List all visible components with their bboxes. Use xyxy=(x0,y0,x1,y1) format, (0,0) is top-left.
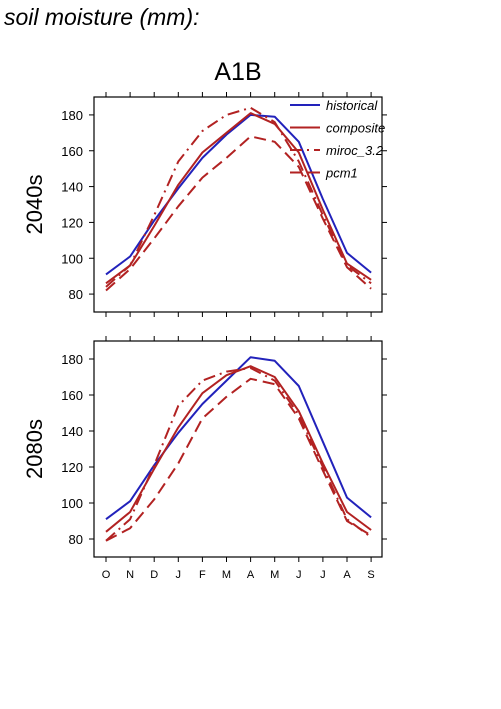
panel-label: 2080s xyxy=(22,419,47,479)
panel-2040s: 80 100 120 140 160 180 2040s xyxy=(22,92,387,317)
series-line-composite xyxy=(105,365,372,533)
x-tick-label: M xyxy=(270,569,279,581)
x-tick-label: J xyxy=(296,569,302,581)
y-tick-label: 120 xyxy=(61,460,83,475)
series-line-pcm1 xyxy=(105,135,372,292)
y-tick-label: 180 xyxy=(61,352,83,367)
series-line-miroc-3-2 xyxy=(105,367,372,542)
y-tick-label: 80 xyxy=(69,287,83,302)
legend: historical composite miroc_3.2 pcm1 xyxy=(290,98,385,181)
series-line-miroc-3-2 xyxy=(105,106,372,288)
x-tick-label: N xyxy=(126,569,134,581)
x-tick-label: O xyxy=(102,569,111,581)
legend-label: composite xyxy=(326,121,385,136)
panel-2080s: 80 100 120 140 160 180 O N D J F M A M J J A S 2080s xyxy=(22,336,387,581)
y-tick-label: 160 xyxy=(61,144,83,159)
x-tick-label: D xyxy=(150,569,158,581)
y-tick-label: 100 xyxy=(61,251,83,266)
y-tick-label: 160 xyxy=(61,388,83,403)
x-tick-label: M xyxy=(222,569,231,581)
x-tick-label: S xyxy=(367,569,374,581)
y-tick-label: 80 xyxy=(69,532,83,547)
plot-frame xyxy=(93,340,383,558)
x-tick-label: J xyxy=(320,569,326,581)
y-tick-label: 140 xyxy=(61,424,83,439)
y-tick-label: 100 xyxy=(61,496,83,511)
x-tick-label: F xyxy=(199,569,206,581)
series-line-historical xyxy=(105,113,372,276)
page-title: soil moisture (mm): xyxy=(4,4,200,30)
legend-label: pcm1 xyxy=(325,166,358,181)
plot-frame xyxy=(93,96,383,313)
legend-label: miroc_3.2 xyxy=(326,143,384,158)
series-line-composite xyxy=(105,112,372,285)
x-tick-label: A xyxy=(247,569,255,581)
series-line-pcm1 xyxy=(105,377,372,542)
y-tick-label: 120 xyxy=(61,215,83,230)
y-tick-label: 140 xyxy=(61,180,83,195)
panel-label: 2040s xyxy=(22,175,47,235)
x-tick-label: J xyxy=(176,569,182,581)
x-tick-label: A xyxy=(343,569,351,581)
series-line-historical xyxy=(105,356,372,521)
scenario-title: A1B xyxy=(214,58,261,86)
y-tick-label: 180 xyxy=(61,108,83,123)
legend-label: historical xyxy=(326,98,378,113)
